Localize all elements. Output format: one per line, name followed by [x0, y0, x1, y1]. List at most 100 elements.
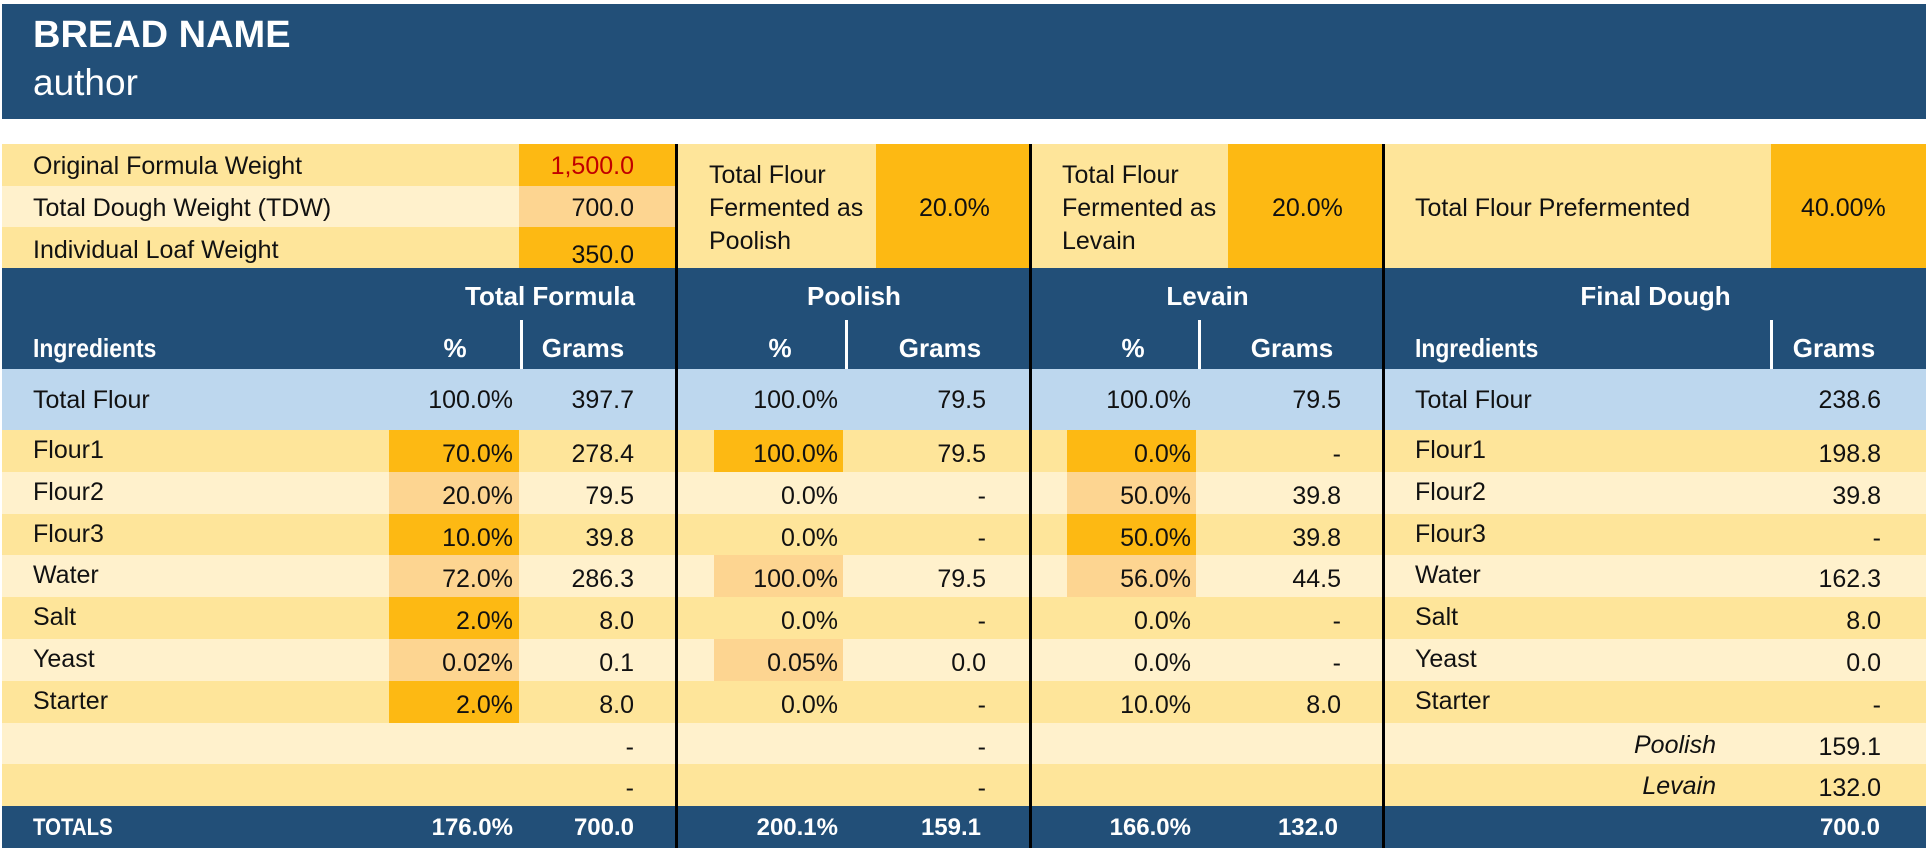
- poolish-fermented-label-1: Total Flour: [709, 161, 826, 189]
- tf-grams: 8.0: [599, 607, 634, 635]
- header-ingredients: Ingredients: [33, 333, 157, 363]
- original-weight-label: Original Formula Weight: [33, 152, 303, 180]
- totals-p-pct: 200.1%: [756, 814, 838, 841]
- poolish-fermented-label-2: Fermented as: [709, 194, 864, 222]
- tf-pct-cell[interactable]: [389, 639, 519, 681]
- tf-pct-cell[interactable]: [389, 430, 519, 472]
- p-pct[interactable]: 0.05%: [767, 649, 838, 677]
- l-pct-cell[interactable]: [1067, 514, 1196, 555]
- tdw-cell: [519, 186, 676, 227]
- p-grams: -: [977, 482, 986, 510]
- table-row: [2, 639, 1926, 681]
- tf-pct[interactable]: 2.0%: [456, 607, 513, 635]
- totals-p-grams: 159.1: [920, 814, 981, 841]
- tf-pct[interactable]: 20.0%: [442, 482, 513, 510]
- fd-ingredient-name: Water: [1415, 561, 1481, 589]
- total-flour-tf-grams: 397.7: [571, 386, 634, 414]
- tf-pct[interactable]: 10.0%: [442, 524, 513, 552]
- p-grams: -: [977, 524, 986, 552]
- l-pct[interactable]: 0.0%: [1134, 607, 1191, 635]
- total-flour-p-pct: 100.0%: [753, 386, 838, 414]
- table-row: [2, 430, 1926, 472]
- p-pct-cell[interactable]: [714, 639, 843, 681]
- tf-pct[interactable]: 70.0%: [442, 440, 513, 468]
- totals-fd-grams: 700.0: [1819, 814, 1880, 841]
- l-pct[interactable]: 50.0%: [1120, 482, 1191, 510]
- fd-ingredient-name: Starter: [1415, 687, 1491, 715]
- p-grams: -: [977, 774, 986, 802]
- original-weight-cell[interactable]: [519, 144, 676, 186]
- title-bar: [2, 4, 1926, 119]
- tf-pct-cell[interactable]: [389, 597, 519, 639]
- header-fd-ingredients: Ingredients: [1415, 333, 1539, 363]
- header-l-grams: Grams: [1250, 333, 1334, 363]
- p-pct-cell[interactable]: [714, 555, 843, 597]
- l-pct[interactable]: 56.0%: [1120, 565, 1191, 593]
- header-tf-grams: Grams: [541, 333, 625, 363]
- header-p-pct: %: [768, 333, 792, 363]
- tf-grams: 39.8: [585, 524, 634, 552]
- fd-grams: -: [1872, 524, 1881, 552]
- total-prefermented-label: Total Flour Prefermented: [1415, 194, 1691, 222]
- fd-preferment-label: Poolish: [1634, 731, 1716, 759]
- fd-ingredient-name: Flour3: [1415, 520, 1486, 548]
- fd-grams: 162.3: [1818, 565, 1881, 593]
- tf-pct[interactable]: 0.02%: [442, 649, 513, 677]
- total-prefermented-label-cell: [1385, 144, 1771, 268]
- tf-pct[interactable]: 2.0%: [456, 691, 513, 719]
- tf-grams: 286.3: [571, 565, 634, 593]
- fd-grams: 132.0: [1818, 774, 1881, 802]
- tf-pct[interactable]: 72.0%: [442, 565, 513, 593]
- l-grams: 8.0: [1306, 691, 1341, 719]
- l-pct-cell[interactable]: [1067, 472, 1196, 514]
- total-prefermented-value: 40.00%: [1801, 194, 1886, 222]
- poolish-fermented-label-cell: [678, 144, 876, 268]
- tdw-value: 700.0: [571, 194, 634, 222]
- p-pct[interactable]: 100.0%: [753, 565, 838, 593]
- tf-pct-cell[interactable]: [389, 555, 519, 597]
- l-pct-cell[interactable]: [1067, 555, 1196, 597]
- totals-l-grams: 132.0: [1277, 814, 1338, 841]
- loaf-weight-cell[interactable]: [519, 227, 676, 268]
- header-fd-divider: [1770, 320, 1773, 369]
- p-grams: -: [977, 733, 986, 761]
- header-final-dough: Final Dough: [1580, 281, 1731, 311]
- total-flour-tf-pct: 100.0%: [428, 386, 513, 414]
- ingredient-name: Starter: [33, 687, 109, 715]
- l-pct[interactable]: 0.0%: [1134, 649, 1191, 677]
- p-pct[interactable]: 0.0%: [781, 482, 838, 510]
- p-grams: -: [977, 691, 986, 719]
- table-header: [2, 268, 1926, 369]
- l-pct[interactable]: 50.0%: [1120, 524, 1191, 552]
- tf-grams: -: [625, 733, 634, 761]
- l-pct[interactable]: 0.0%: [1134, 440, 1191, 468]
- loaf-weight-label: Individual Loaf Weight: [33, 236, 279, 264]
- author-name[interactable]: author: [33, 62, 138, 103]
- original-weight-value[interactable]: 1,500.0: [550, 152, 634, 180]
- poolish-fermented-value-cell[interactable]: [876, 144, 1030, 268]
- ingredient-name: Yeast: [33, 645, 95, 673]
- table-row: [2, 723, 1926, 764]
- tdw-label: Total Dough Weight (TDW): [33, 194, 332, 222]
- tf-pct-cell[interactable]: [389, 514, 519, 555]
- tf-pct-cell[interactable]: [389, 681, 519, 723]
- p-pct[interactable]: 0.0%: [781, 691, 838, 719]
- header-l-pct: %: [1121, 333, 1145, 363]
- bread-name[interactable]: BREAD NAME: [33, 14, 291, 56]
- levain-fermented-value-cell[interactable]: [1228, 144, 1383, 268]
- total-flour-row: [2, 369, 1926, 430]
- p-pct[interactable]: 0.0%: [781, 607, 838, 635]
- loaf-weight-value[interactable]: 350.0: [571, 241, 634, 269]
- ingredient-name: Flour1: [33, 436, 104, 464]
- p-pct-cell[interactable]: [714, 430, 843, 472]
- total-flour-l-pct: 100.0%: [1106, 386, 1191, 414]
- l-pct[interactable]: 10.0%: [1120, 691, 1191, 719]
- p-pct[interactable]: 100.0%: [753, 440, 838, 468]
- p-pct[interactable]: 0.0%: [781, 524, 838, 552]
- tf-grams: 0.1: [599, 649, 634, 677]
- tf-pct-cell[interactable]: [389, 472, 519, 514]
- l-pct-cell[interactable]: [1067, 430, 1196, 472]
- poolish-fermented-label-3: Poolish: [709, 227, 791, 255]
- levain-fermented-value[interactable]: 20.0%: [1272, 194, 1343, 222]
- poolish-fermented-value[interactable]: 20.0%: [919, 194, 990, 222]
